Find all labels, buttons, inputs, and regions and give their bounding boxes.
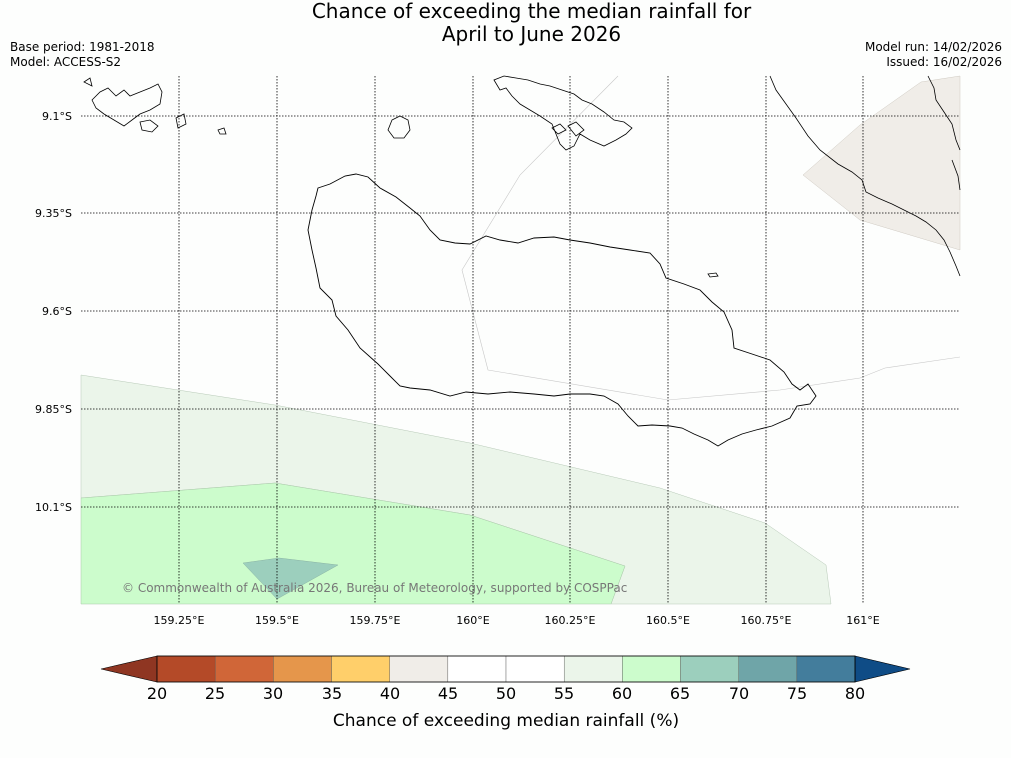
colorbar-under-arrow	[100, 655, 158, 683]
colorbar-tick: 35	[322, 684, 342, 703]
colorbar-segment	[273, 655, 332, 683]
colorbar-segment	[447, 655, 507, 683]
lat-label: 9.35°S	[35, 207, 72, 220]
colorbar-segment	[738, 655, 798, 683]
colorbar-tick: 20	[147, 684, 167, 703]
colorbar-segment	[389, 655, 449, 683]
colorbar-tick: 50	[496, 684, 516, 703]
title-line-1: Chance of exceeding the median rainfall …	[311, 0, 752, 23]
latitude-labels: 9.1°S 9.35°S 9.6°S 9.85°S 10.1°S	[35, 110, 72, 514]
model-run-date: Model run: 14/02/2026	[864, 40, 1002, 54]
colorbar-outline	[156, 655, 856, 683]
colorbar-segment	[622, 655, 681, 683]
base-period: Base period: 1981-2018	[10, 40, 155, 54]
lon-label: 161°E	[846, 614, 879, 627]
colorbar-tick: 75	[787, 684, 807, 703]
lon-label: 160.5°E	[646, 614, 690, 627]
lon-label: 159.5°E	[255, 614, 299, 627]
guadalcanal-coastline	[307, 173, 817, 447]
meta-left: Base period: 1981-2018 Model: ACCESS-S2	[10, 40, 155, 70]
colorbar-segment	[680, 655, 739, 683]
colorbar-segment	[796, 655, 856, 683]
lat-label: 9.6°S	[42, 305, 72, 318]
longitude-labels: 159.25°E 159.5°E 159.75°E 160°E 160.25°E…	[154, 614, 880, 627]
copyright-text: © Commonwealth of Australia 2026, Bureau…	[122, 581, 627, 595]
gridlines	[81, 76, 960, 604]
region-65-70	[242, 557, 339, 600]
russell-islands-coastline	[83, 77, 227, 135]
lon-label: 160.25°E	[545, 614, 596, 627]
lat-label: 9.1°S	[42, 110, 72, 123]
meta-right: Model run: 14/02/2026 Issued: 16/02/2026	[865, 40, 1002, 70]
colorbar-tick: 80	[845, 684, 865, 703]
title-line-2: April to June 2026	[441, 22, 622, 46]
lon-label: 160°E	[456, 614, 489, 627]
lat-label: 10.1°S	[35, 501, 72, 514]
colorbar-title: Chance of exceeding median rainfall (%)	[333, 711, 679, 731]
colorbar-tick: 55	[554, 684, 574, 703]
issued-date: Issued: 16/02/2026	[886, 55, 1002, 69]
colorbar-over-arrow	[854, 655, 911, 683]
colorbar-segment	[156, 655, 216, 683]
colorbar-segment	[214, 655, 274, 683]
malaita-coastline	[769, 75, 961, 277]
florida-islands-coastline	[493, 75, 633, 151]
colorbar-segment	[505, 655, 565, 683]
colorbar-tick: 25	[205, 684, 225, 703]
colorbar-tick: 40	[380, 684, 400, 703]
small-island-north	[387, 115, 411, 139]
colorbar-tick: 45	[438, 684, 458, 703]
lon-label: 160.75°E	[741, 614, 792, 627]
colorbar-tick: 65	[670, 684, 690, 703]
colorbar-tick: 30	[263, 684, 283, 703]
lon-label: 159.75°E	[350, 614, 401, 627]
small-island-east	[707, 272, 719, 278]
lat-label: 9.85°S	[35, 403, 72, 416]
region-40-45	[802, 75, 961, 251]
colorbar-segment	[563, 655, 623, 683]
colorbar-tick: 70	[729, 684, 749, 703]
figure-title: Chance of exceeding the median rainfall …	[0, 0, 1011, 46]
colorbar-segment	[331, 655, 390, 683]
region-60-65	[80, 482, 626, 605]
model-name: Model: ACCESS-S2	[10, 55, 122, 69]
colorbar-tick: 60	[612, 684, 632, 703]
colorbar	[100, 655, 911, 683]
lon-label: 159.25°E	[154, 614, 205, 627]
colorbar-ticks: 20 25 30 35 40 45 50 55 60 65 70 75 80	[147, 684, 865, 703]
